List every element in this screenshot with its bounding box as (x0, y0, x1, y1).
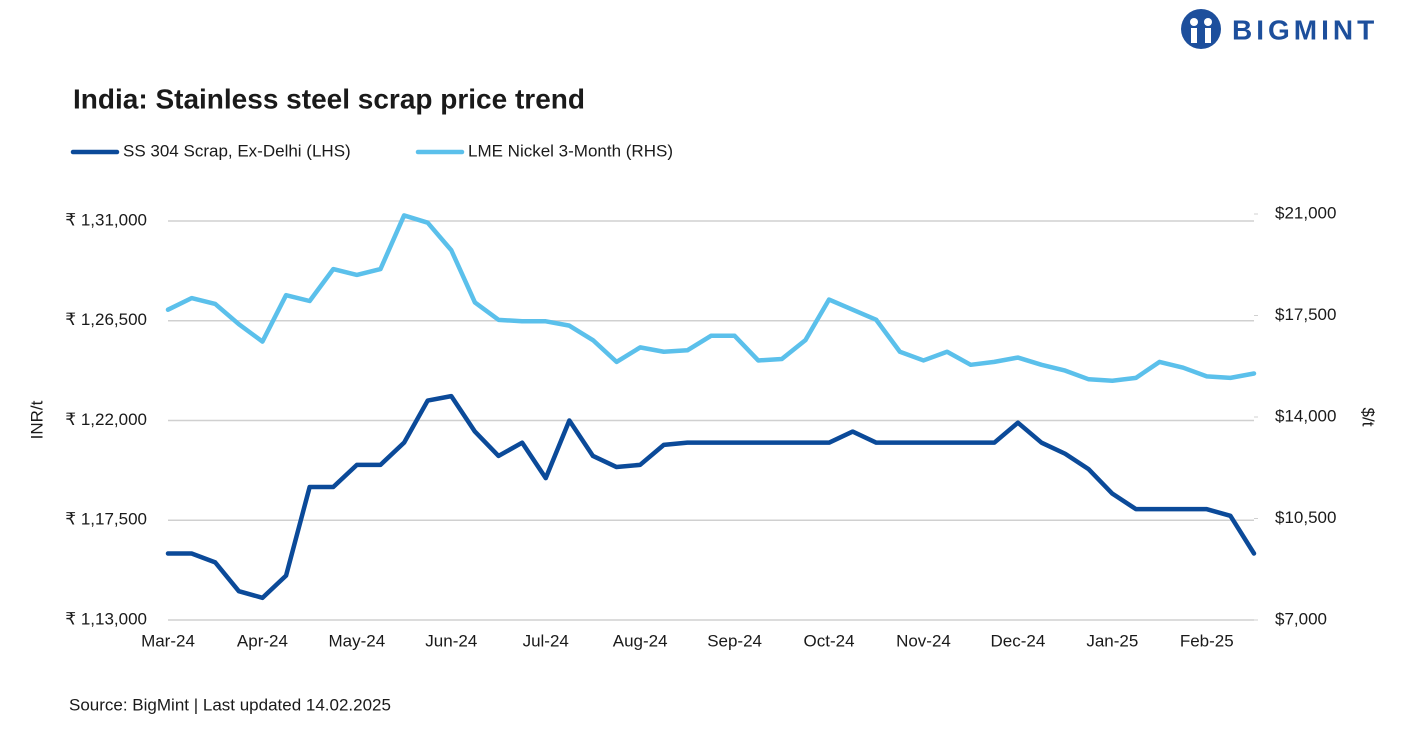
x-tick-label: Sep-24 (707, 631, 762, 650)
x-tick-label: Jan-25 (1086, 631, 1138, 650)
source: Source: BigMint | Last updated 14.02.202… (69, 695, 391, 714)
logo-text: BIGMINT (1232, 14, 1378, 45)
x-tick-label: Feb-25 (1180, 631, 1234, 650)
y-axis-label: INR/t (27, 400, 46, 439)
chart-title: India: Stainless steel scrap price trend (73, 83, 585, 114)
x-tick-label: Jul-24 (523, 631, 569, 650)
x-tick-label: Nov-24 (896, 631, 951, 650)
x-tick-label: Aug-24 (613, 631, 668, 650)
series-line (165, 393, 1257, 601)
y-tick-label: ₹ 1,17,500 (65, 510, 147, 529)
x-tick-label: May-24 (329, 631, 386, 650)
logo-icon (1181, 9, 1221, 49)
y2-tick-label: $7,000 (1275, 609, 1327, 628)
logo-icon-bar (1205, 28, 1211, 43)
logo-icon-bar (1191, 28, 1197, 43)
y2-tick-label: $21,000 (1275, 203, 1336, 222)
series-line (165, 213, 1257, 383)
y2-tick-label: $10,500 (1275, 508, 1336, 527)
y-tick-label: ₹ 1,22,000 (65, 410, 147, 429)
x-tick-label: Jun-24 (425, 631, 477, 650)
logo: BIGMINT (1181, 9, 1378, 49)
y-tick-label: ₹ 1,26,500 (65, 310, 147, 329)
legend-label: LME Nickel 3-Month (RHS) (468, 141, 673, 160)
y2-tick-label: $17,500 (1275, 305, 1336, 324)
y2-tick-label: $14,000 (1275, 406, 1336, 425)
legend-label: SS 304 Scrap, Ex-Delhi (LHS) (123, 141, 351, 160)
logo-icon-dot (1190, 18, 1198, 26)
x-tick-label: Mar-24 (141, 631, 195, 650)
y-tick-label: ₹ 1,31,000 (65, 210, 147, 229)
x-tick-label: Dec-24 (991, 631, 1046, 650)
y2-axis-label: $/t (1359, 408, 1378, 427)
y-tick-label: ₹ 1,13,000 (65, 609, 147, 628)
logo-icon-dot (1204, 18, 1212, 26)
x-tick-label: Oct-24 (804, 631, 855, 650)
x-tick-label: Apr-24 (237, 631, 288, 650)
